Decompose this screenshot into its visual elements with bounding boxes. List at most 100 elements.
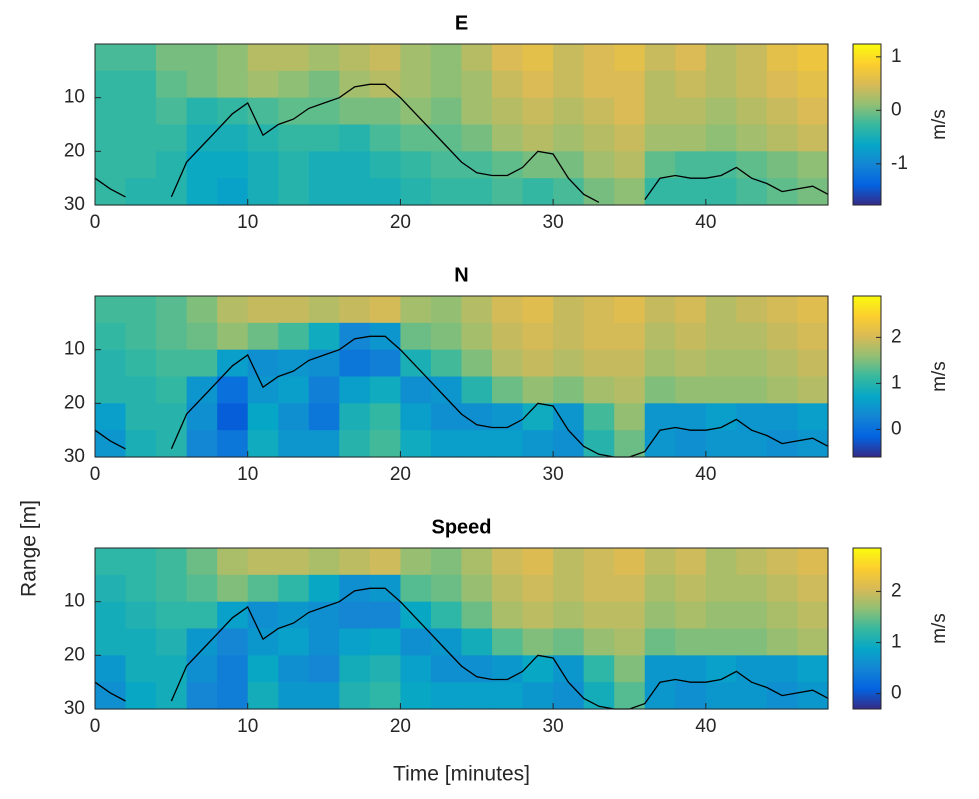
heat-cell <box>766 70 799 99</box>
heat-cell <box>461 628 493 656</box>
heat-cell <box>705 97 737 126</box>
heat-cell <box>95 124 127 152</box>
heat-cell <box>95 655 127 683</box>
heat-cell <box>308 322 340 351</box>
y-tick-label: 20 <box>64 392 85 413</box>
heat-cell <box>766 349 799 378</box>
panel-title: N <box>454 264 468 286</box>
heat-cell <box>339 548 371 576</box>
heat-cell <box>125 628 157 656</box>
heat-cell <box>461 124 493 152</box>
heat-cell <box>583 655 615 683</box>
heat-cell <box>797 97 829 126</box>
heat-cell <box>339 655 371 683</box>
heat-cell <box>339 151 371 179</box>
heat-cell <box>186 296 218 324</box>
heat-cell <box>217 376 249 404</box>
heat-cell <box>217 322 249 351</box>
heat-cell <box>95 682 127 710</box>
heat-cell <box>95 97 127 126</box>
heat-cell <box>247 403 279 431</box>
heat-cell <box>644 349 676 378</box>
heat-cell <box>156 548 188 576</box>
heat-cell <box>400 151 432 179</box>
heat-cell <box>278 574 310 603</box>
colorbar <box>852 43 882 206</box>
heat-cell <box>705 403 737 431</box>
heat-cell <box>736 349 768 378</box>
heat-cell <box>553 178 585 206</box>
heat-cell <box>614 322 646 351</box>
heat-cell <box>675 574 707 603</box>
y-tick-label: 30 <box>64 194 85 215</box>
heat-cell <box>247 628 279 656</box>
heat-cell <box>583 151 615 179</box>
heat-cell <box>125 574 157 603</box>
heat-cell <box>614 151 646 179</box>
heat-cell <box>797 70 829 99</box>
heat-cell <box>553 44 585 72</box>
heat-cell <box>339 682 371 710</box>
heat-cell <box>675 124 707 152</box>
colorbar <box>852 547 882 710</box>
heat-cell <box>644 601 676 630</box>
heat-cell <box>614 124 646 152</box>
heat-cell <box>492 403 524 431</box>
heat-cell <box>278 655 310 683</box>
heat-cell <box>614 655 646 683</box>
heat-cell <box>644 682 676 710</box>
heat-cell <box>736 296 768 324</box>
heat-cell <box>125 403 157 431</box>
y-tick-label: 20 <box>64 140 85 161</box>
heat-cell <box>247 178 279 206</box>
heat-cell <box>675 296 707 324</box>
heat-cell <box>308 349 340 378</box>
heat-cell <box>186 376 218 404</box>
heat-cell <box>797 349 829 378</box>
heat-cell <box>125 70 157 99</box>
heat-cell <box>125 655 157 683</box>
heat-cell <box>522 97 554 126</box>
heat-cell <box>430 178 463 206</box>
heat-cell <box>369 296 402 324</box>
heat-cell <box>400 655 432 683</box>
heat-cell <box>217 655 249 683</box>
colorbar-tick-label: 2 <box>891 326 902 347</box>
heat-cell <box>247 97 279 126</box>
heat-cell <box>186 403 218 431</box>
heat-cell <box>644 322 676 351</box>
heat-cell <box>553 296 585 324</box>
heat-cell <box>644 97 676 126</box>
heat-cell <box>247 349 279 378</box>
heat-cell <box>461 430 493 458</box>
heat-cell <box>766 655 799 683</box>
heat-cell <box>553 628 585 656</box>
heat-cell <box>522 349 554 378</box>
heat-cell <box>339 124 371 152</box>
y-tick-label: 20 <box>64 644 85 665</box>
heat-cell <box>583 403 615 431</box>
heat-cell <box>95 178 127 206</box>
heat-cell <box>797 403 829 431</box>
x-tick-label: 30 <box>543 716 564 737</box>
heat-cell <box>797 548 829 576</box>
heat-cell <box>430 376 463 404</box>
heat-cell <box>492 44 524 72</box>
heat-cell <box>492 574 524 603</box>
heat-cell <box>430 682 463 710</box>
heat-cell <box>308 548 340 576</box>
x-tick-label: 40 <box>695 212 716 233</box>
heat-cell <box>492 430 524 458</box>
heat-cell <box>339 296 371 324</box>
heat-cell <box>369 124 402 152</box>
heat-cell <box>278 178 310 206</box>
y-tick-label: 10 <box>64 339 85 360</box>
heat-cell <box>583 430 615 458</box>
heat-cell <box>156 430 188 458</box>
heat-cell <box>766 548 799 576</box>
heat-cell <box>705 601 737 630</box>
heat-cell <box>430 628 463 656</box>
heat-cell <box>278 44 310 72</box>
heat-cell <box>461 601 493 630</box>
heat-cell <box>675 349 707 378</box>
